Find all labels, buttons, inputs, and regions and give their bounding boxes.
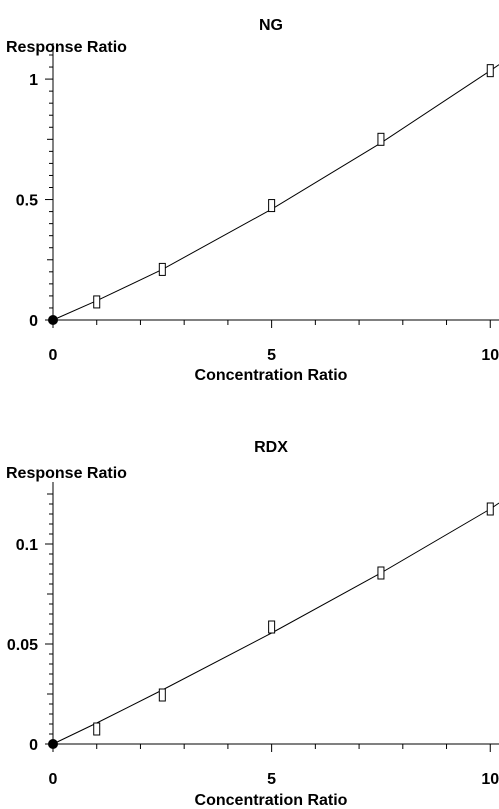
x-tick-label: 10 <box>481 347 499 364</box>
x-tick-label: 10 <box>481 771 499 788</box>
y-tick-label: 0 <box>29 737 38 754</box>
data-point <box>268 620 276 634</box>
y-tick-label: 0.1 <box>16 537 38 554</box>
y-tick-label: 1 <box>29 72 38 89</box>
data-point <box>93 722 101 736</box>
origin-point <box>48 315 58 325</box>
y-axis-label: Response Ratio <box>6 39 127 56</box>
y-tick-label: 0 <box>29 313 38 330</box>
data-point <box>268 199 276 213</box>
data-point <box>377 132 385 146</box>
x-axis-label: Concentration Ratio <box>195 367 348 384</box>
y-tick-label: 0.05 <box>7 637 38 654</box>
x-tick-label: 5 <box>267 771 276 788</box>
chart-title: NG <box>259 17 283 34</box>
y-tick-label: 0.5 <box>16 193 38 210</box>
fit-curve-line <box>52 502 499 745</box>
data-point <box>486 64 494 78</box>
data-point <box>158 262 166 276</box>
data-point <box>93 295 101 309</box>
x-tick-label: 0 <box>49 347 58 364</box>
data-point <box>377 566 385 580</box>
origin-point <box>48 739 58 749</box>
data-point <box>486 502 494 516</box>
data-point <box>158 688 166 702</box>
chart-panel-rdx: RDX Response Ratio Concentration Ratio 0 5 10… <box>6 439 499 809</box>
x-axis-label: Concentration Ratio <box>195 792 348 809</box>
fit-curve-line <box>52 64 499 321</box>
x-tick-label: 0 <box>49 771 58 788</box>
x-tick-label: 5 <box>267 347 276 364</box>
y-axis-label: Response Ratio <box>6 465 127 482</box>
chart-title: RDX <box>254 439 288 456</box>
